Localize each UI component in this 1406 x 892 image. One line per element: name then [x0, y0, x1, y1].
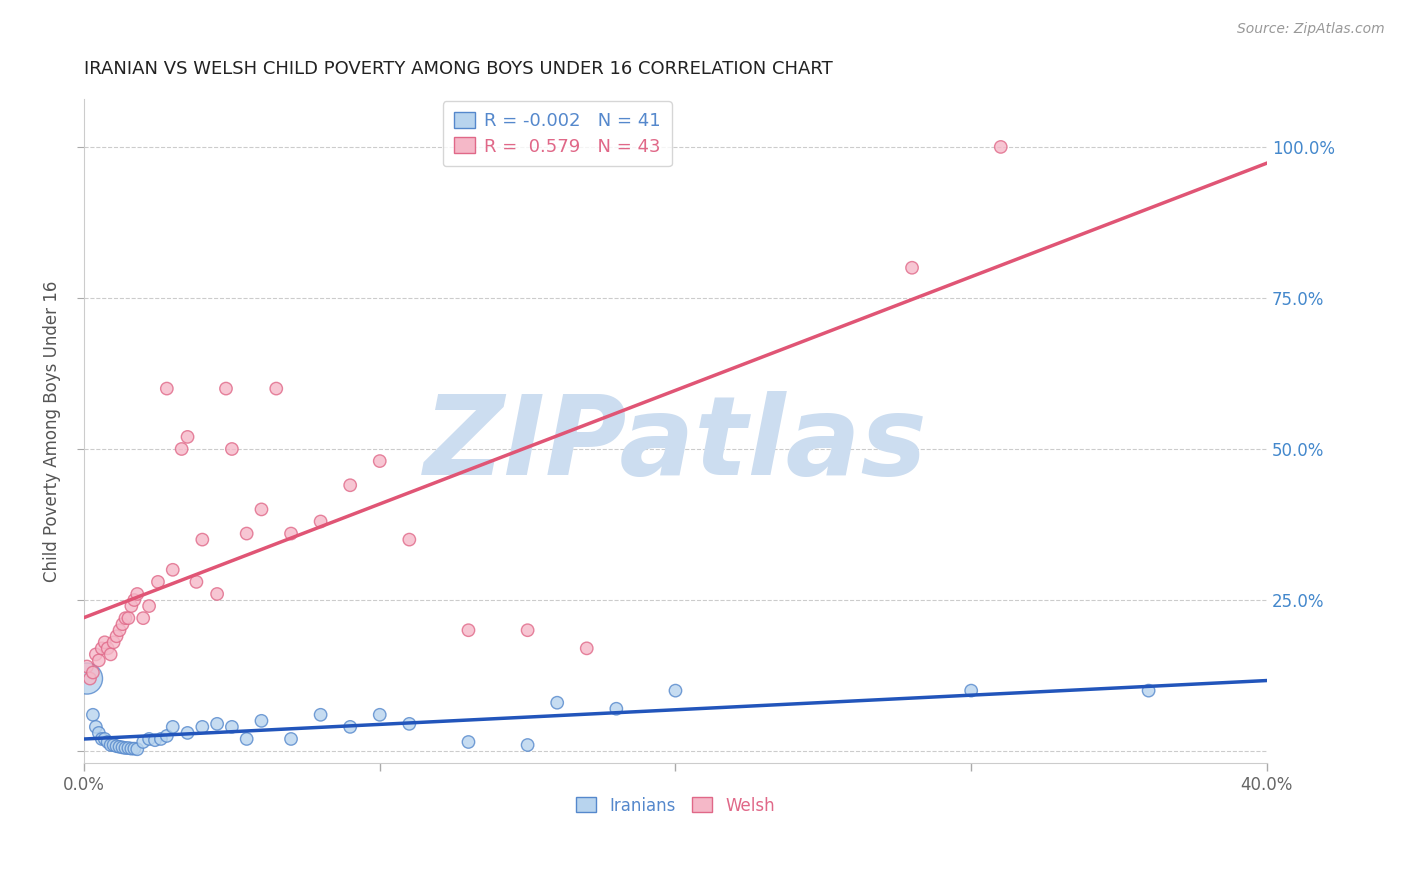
Point: [156, 729, 179, 743]
Point: [162, 720, 184, 734]
Point: [235, 526, 257, 541]
Point: [146, 574, 169, 589]
Point: [87, 726, 110, 740]
Point: [105, 739, 128, 754]
Point: [368, 454, 391, 468]
Point: [250, 714, 273, 728]
Point: [93, 635, 115, 649]
Text: Source: ZipAtlas.com: Source: ZipAtlas.com: [1237, 22, 1385, 37]
Point: [339, 720, 361, 734]
Point: [516, 624, 538, 638]
Point: [84, 720, 107, 734]
Point: [138, 731, 160, 746]
Point: [516, 738, 538, 752]
Point: [82, 707, 104, 722]
Point: [309, 515, 332, 529]
Point: [97, 735, 120, 749]
Point: [605, 702, 627, 716]
Point: [191, 533, 214, 547]
Point: [235, 731, 257, 746]
Point: [264, 382, 287, 396]
Point: [1137, 683, 1160, 698]
Point: [97, 641, 120, 656]
Point: [127, 742, 149, 756]
Point: [176, 726, 198, 740]
Point: [82, 665, 104, 680]
Point: [221, 442, 243, 456]
Point: [170, 442, 193, 456]
Point: [117, 741, 139, 756]
Point: [114, 741, 136, 756]
Y-axis label: Child Poverty Among Boys Under 16: Child Poverty Among Boys Under 16: [44, 280, 60, 582]
Point: [103, 635, 125, 649]
Point: [215, 382, 238, 396]
Point: [221, 720, 243, 734]
Point: [575, 641, 598, 656]
Point: [76, 672, 98, 686]
Point: [162, 563, 184, 577]
Point: [132, 611, 155, 625]
Point: [398, 717, 420, 731]
Point: [990, 140, 1012, 154]
Point: [176, 430, 198, 444]
Point: [280, 526, 302, 541]
Text: ZIPatlas: ZIPatlas: [423, 391, 928, 498]
Point: [87, 653, 110, 667]
Point: [156, 382, 179, 396]
Point: [901, 260, 924, 275]
Point: [457, 735, 479, 749]
Point: [457, 624, 479, 638]
Point: [93, 731, 115, 746]
Point: [398, 533, 420, 547]
Point: [120, 741, 142, 756]
Point: [546, 696, 568, 710]
Point: [100, 648, 122, 662]
Text: IRANIAN VS WELSH CHILD POVERTY AMONG BOYS UNDER 16 CORRELATION CHART: IRANIAN VS WELSH CHILD POVERTY AMONG BOY…: [84, 60, 832, 78]
Point: [250, 502, 273, 516]
Point: [105, 629, 128, 643]
Point: [138, 599, 160, 613]
Point: [108, 624, 131, 638]
Point: [90, 731, 112, 746]
Point: [143, 733, 166, 747]
Point: [127, 587, 149, 601]
Point: [108, 739, 131, 754]
Point: [339, 478, 361, 492]
Point: [280, 731, 302, 746]
Point: [117, 611, 139, 625]
Point: [664, 683, 686, 698]
Point: [960, 683, 983, 698]
Point: [84, 648, 107, 662]
Point: [124, 741, 146, 756]
Point: [124, 593, 146, 607]
Point: [111, 617, 134, 632]
Point: [111, 740, 134, 755]
Point: [103, 738, 125, 752]
Point: [368, 707, 391, 722]
Point: [100, 738, 122, 752]
Point: [205, 717, 228, 731]
Point: [79, 672, 101, 686]
Point: [149, 731, 172, 746]
Point: [114, 611, 136, 625]
Legend: Iranians, Welsh: Iranians, Welsh: [569, 790, 782, 822]
Point: [186, 574, 208, 589]
Point: [205, 587, 228, 601]
Point: [132, 735, 155, 749]
Point: [191, 720, 214, 734]
Point: [120, 599, 142, 613]
Point: [309, 707, 332, 722]
Point: [90, 641, 112, 656]
Point: [76, 659, 98, 673]
